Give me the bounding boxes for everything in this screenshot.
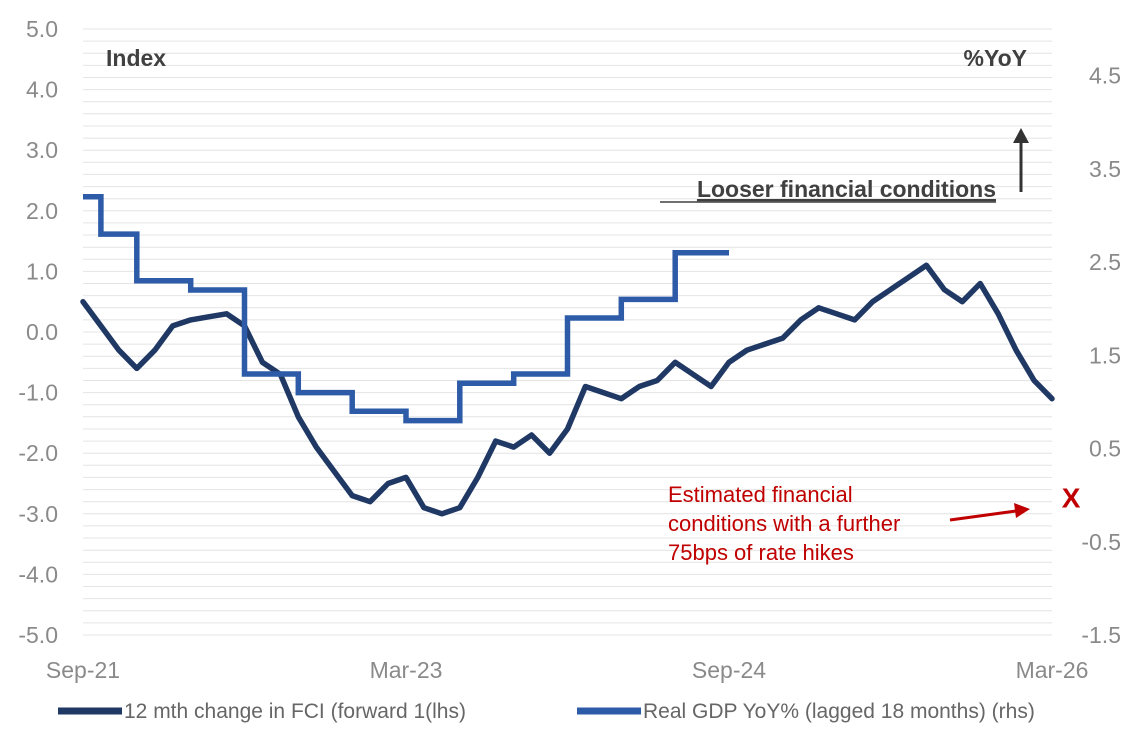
- right-tick-label: 0.5: [1089, 436, 1121, 462]
- left-tick-label: -4.0: [18, 561, 58, 587]
- x-tick-label: Sep-21: [46, 657, 120, 683]
- red-arrow-icon: [1014, 503, 1030, 518]
- estimated-annotation-line-3: 75bps of rate hikes: [668, 540, 854, 565]
- x-tick-label: Mar-26: [1016, 657, 1089, 683]
- right-axis-title: %YoY: [964, 45, 1027, 71]
- left-tick-label: 5.0: [26, 16, 58, 42]
- x-tick-label: Sep-24: [692, 657, 766, 683]
- series-line-fci: [80, 262, 1055, 517]
- legend-label-gdp: Real GDP YoY% (lagged 18 months) (rhs): [643, 700, 1035, 723]
- looser-conditions-annotation: Looser financial conditions: [697, 176, 996, 202]
- x-tick-label: Mar-23: [370, 657, 443, 683]
- left-tick-label: 0.0: [26, 319, 58, 345]
- left-axis-ticks: 5.0 4.0 3.0 2.0 1.0 0.0 -1.0 -2.0 -3.0 -4.0 -5.0: [18, 16, 58, 648]
- red-arrow-shaft: [949, 509, 1017, 522]
- right-tick-label: 4.5: [1089, 63, 1121, 89]
- legend: 12 mth change in FCI (forward 1(lhs) Rea…: [58, 700, 1035, 723]
- legend-label-fci: 12 mth change in FCI (forward 1(lhs): [124, 700, 466, 723]
- left-axis-title: Index: [106, 45, 166, 71]
- right-tick-label: 2.5: [1089, 249, 1121, 275]
- right-tick-label: -1.5: [1081, 622, 1121, 648]
- estimated-annotation-line-1: Estimated financial: [668, 482, 853, 507]
- left-tick-label: 1.0: [26, 258, 58, 284]
- right-tick-label: 1.5: [1089, 342, 1121, 368]
- estimated-x-marker: X: [1062, 483, 1081, 514]
- right-tick-label: 3.5: [1089, 156, 1121, 182]
- left-tick-label: 4.0: [26, 77, 58, 103]
- series-lines: [80, 194, 1055, 517]
- left-tick-label: 2.0: [26, 198, 58, 224]
- left-tick-label: -1.0: [18, 380, 58, 406]
- left-tick-label: -2.0: [18, 440, 58, 466]
- left-tick-label: -3.0: [18, 501, 58, 527]
- up-arrow-icon: [1013, 128, 1029, 143]
- series-line-gdp: [83, 194, 729, 424]
- left-tick-label: -5.0: [18, 622, 58, 648]
- right-axis-ticks: 4.5 3.5 2.5 1.5 0.5 -0.5 -1.5: [1081, 63, 1121, 648]
- left-tick-label: 3.0: [26, 137, 58, 163]
- estimated-annotation-line-2: conditions with a further: [668, 511, 900, 536]
- x-axis-ticks: Sep-21 Mar-23 Sep-24 Mar-26: [46, 657, 1089, 683]
- right-tick-label: -0.5: [1081, 529, 1121, 555]
